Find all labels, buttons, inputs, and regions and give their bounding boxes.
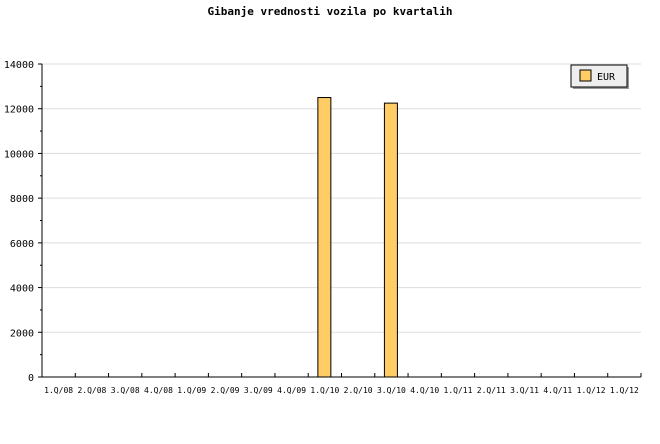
x-tick-label: 1.Q/10 (310, 386, 339, 395)
y-tick-label: 10000 (4, 149, 34, 160)
x-tick-label: 4.Q/11 (543, 386, 572, 395)
x-tick-label: 4.Q/09 (277, 386, 306, 395)
x-tick-label: 3.Q/10 (377, 386, 406, 395)
y-tick-label: 12000 (4, 105, 34, 116)
x-tick-label: 1.Q/08 (44, 386, 73, 395)
x-tick-label: 1.Q/11 (444, 386, 473, 395)
x-tick-label: 3.Q/11 (510, 386, 539, 395)
x-tick-label: 2.Q/09 (211, 386, 240, 395)
x-tick-label: 1.Q/12 (577, 386, 606, 395)
legend-swatch (579, 69, 592, 82)
x-tick-label: 2.Q/08 (77, 386, 106, 395)
x-tick-label: 4.Q/08 (144, 386, 173, 395)
y-tick-label: 4000 (10, 284, 34, 295)
y-tick-label: 2000 (10, 328, 34, 339)
y-tick-label: 6000 (10, 239, 34, 250)
x-tick-label: 3.Q/08 (111, 386, 140, 395)
y-tick-label: 0 (28, 373, 34, 384)
y-tick-label: 8000 (10, 194, 34, 205)
bar (317, 97, 332, 378)
x-tick-label: 2.Q/11 (477, 386, 506, 395)
x-tick-label: 3.Q/09 (244, 386, 273, 395)
bar (383, 102, 398, 378)
legend-label: EUR (597, 72, 616, 83)
x-tick-label: 2.Q/10 (344, 386, 373, 395)
x-tick-label: 4.Q/10 (410, 386, 439, 395)
x-tick-label: 1.Q/12 (610, 386, 639, 395)
y-tick-label: 14000 (4, 60, 34, 71)
x-tick-label: 1.Q/09 (177, 386, 206, 395)
chart-title: Gibanje vrednosti vozila po kvartalih (207, 5, 452, 18)
legend: EUR (570, 64, 629, 89)
